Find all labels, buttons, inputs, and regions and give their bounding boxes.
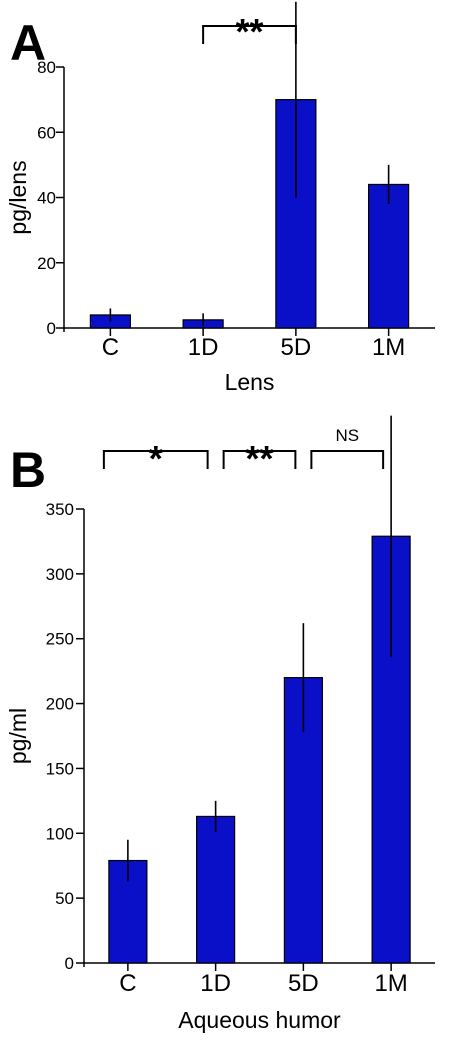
y-tick-label: 100 — [46, 824, 74, 843]
x-axis-title: Aqueous humor — [178, 1007, 341, 1033]
x-tick-label: 5D — [288, 970, 319, 997]
y-tick-label: 200 — [46, 695, 74, 714]
significance-bracket — [310, 450, 385, 469]
x-axis-title: Lens — [225, 369, 275, 395]
x-tick-label: 1M — [374, 970, 407, 997]
x-tick-label: 1M — [372, 334, 405, 361]
y-tick-label: 0 — [47, 319, 56, 338]
significance-label: * — [149, 438, 163, 479]
x-tick-label: C — [119, 970, 136, 997]
panel-a: A 0 20 40 60 80 C 1D 5D 1M Lens pg/lens ** — [5, 1, 435, 395]
y-tick-label: 40 — [37, 189, 56, 208]
bar — [196, 815, 236, 964]
panel-letter: A — [10, 15, 46, 71]
y-tick-label: 350 — [46, 500, 74, 519]
y-tick-label: 300 — [46, 565, 74, 584]
y-tick-label: 50 — [55, 889, 74, 908]
y-tick-label: 250 — [46, 630, 74, 649]
significance-bracket — [222, 450, 297, 469]
y-tick-label: 20 — [37, 254, 56, 273]
significance-label: NS — [335, 426, 359, 445]
significance-bracket — [102, 450, 209, 469]
y-tick-label: 80 — [37, 58, 56, 77]
panel-letter: B — [10, 442, 46, 498]
x-tick-label: 1D — [200, 970, 231, 997]
y-tick-label: 150 — [46, 759, 74, 778]
y-axis-title: pg/ml — [5, 708, 31, 764]
bar — [368, 183, 410, 329]
significance-label: ** — [245, 438, 273, 479]
panel-b: B 0 50 100 150 200 250 300 350 C 1D 5D 1M Aqueous hu… — [5, 415, 435, 1033]
y-axis-title: pg/lens — [5, 160, 31, 234]
x-tick-label: C — [102, 334, 119, 361]
y-tick-label: 0 — [65, 954, 74, 973]
y-tick-label: 60 — [37, 123, 56, 142]
significance-label: ** — [235, 11, 263, 52]
x-tick-label: 1D — [188, 334, 219, 361]
significance-bracket — [202, 25, 297, 44]
x-tick-label: 5D — [281, 334, 312, 361]
